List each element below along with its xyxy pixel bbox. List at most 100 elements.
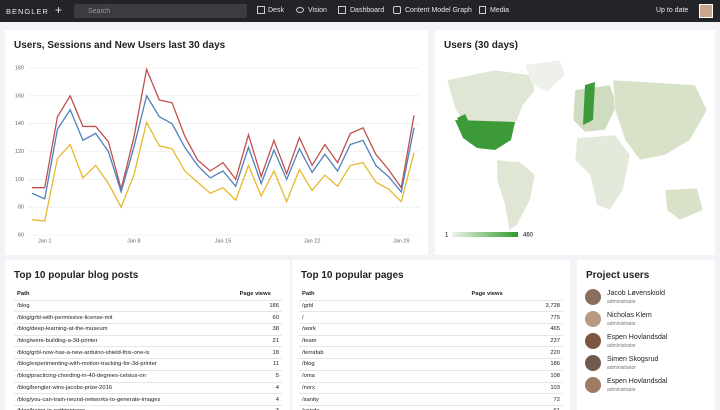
column-header: Path bbox=[14, 289, 229, 301]
views-cell: 72 bbox=[411, 393, 563, 406]
card-title: Project users bbox=[586, 270, 650, 281]
views-cell: 775 bbox=[411, 311, 563, 325]
views-cell: 3,728 bbox=[411, 300, 563, 313]
region bbox=[457, 114, 471, 130]
column-header: Path bbox=[299, 289, 412, 301]
path-cell: /blog/you-can-train-neural-networks-to-g… bbox=[14, 393, 229, 406]
user-avatar bbox=[585, 311, 601, 327]
australia bbox=[664, 187, 704, 221]
table-row: /blog/deep-learning-at-the-museum 38 bbox=[14, 323, 282, 336]
nav-icon bbox=[296, 7, 304, 13]
path-cell: /blog/grbl-now-has-a-new-arduino-shield-… bbox=[14, 346, 229, 360]
path-cell: /blog bbox=[299, 358, 412, 371]
path-cell: /sanity bbox=[299, 393, 412, 406]
table-row: /blog/you-can-train-neural-networks-to-g… bbox=[14, 393, 282, 406]
path-cell: /blog/experimenting-with-motion-tracking… bbox=[14, 358, 229, 371]
user-name: Nicholas Klem bbox=[607, 312, 652, 319]
table-row: /norx 103 bbox=[299, 382, 563, 395]
path-cell: /blog/were-building-a-3d-printer bbox=[14, 335, 229, 348]
table-row: /work 465 bbox=[299, 323, 563, 336]
views-cell: 4 bbox=[228, 382, 282, 395]
table-row: /oma 108 bbox=[299, 370, 563, 383]
user-role: administrator bbox=[607, 299, 636, 305]
nav-icon bbox=[479, 6, 486, 14]
nav-item[interactable]: Desk bbox=[268, 7, 284, 14]
path-cell: /blog/being-in-nothingness bbox=[14, 405, 229, 410]
card-title: Top 10 popular blog posts bbox=[14, 270, 139, 281]
blog-card: Top 10 popular blog posts Path Page views… bbox=[5, 260, 290, 410]
y-tick-label: 100 bbox=[15, 177, 24, 183]
x-tick-label: Jan 8 bbox=[127, 238, 140, 244]
views-cell: 220 bbox=[411, 346, 563, 360]
views-cell: 103 bbox=[411, 382, 563, 395]
chart-title: Users, Sessions and New Users last 30 da… bbox=[14, 40, 226, 51]
views-cell: 186 bbox=[411, 358, 563, 371]
map-card: Users (30 days) 1 460 bbox=[435, 30, 715, 255]
pages-table: Path Page views/grbl 3,728/775/work 465/tea… bbox=[299, 289, 563, 410]
views-cell: 3 bbox=[228, 405, 282, 410]
table-row: /blog/were-building-a-3d-printer 21 bbox=[14, 335, 282, 348]
line-series bbox=[31, 94, 415, 200]
path-cell: /norx bbox=[299, 382, 412, 395]
nav-icon bbox=[338, 6, 346, 14]
chart: 60 80 100 120 140 160 180 Jan 1 Jan 8 Jan 15 Jan 2… bbox=[15, 65, 420, 244]
views-cell: 60 bbox=[228, 311, 282, 325]
views-cell: 186 bbox=[228, 300, 282, 313]
user-role: administrator bbox=[607, 321, 636, 327]
map-title: Users (30 days) bbox=[444, 40, 518, 51]
nav-item[interactable]: Media bbox=[490, 7, 510, 14]
views-cell: 61 bbox=[411, 405, 563, 410]
table-row: /sanity 72 bbox=[299, 393, 563, 406]
nav-item[interactable]: Vision bbox=[308, 7, 327, 14]
x-tick-label: Jan 29 bbox=[393, 238, 410, 244]
user-name: Simen Skogsrud bbox=[607, 356, 659, 363]
status: Up to date bbox=[656, 7, 689, 14]
world-map: 1 460 bbox=[445, 59, 708, 239]
table-row: /blog 186 bbox=[14, 300, 282, 313]
nav-item[interactable]: Dashboard bbox=[350, 7, 385, 14]
y-tick-label: 80 bbox=[18, 205, 24, 211]
table-row: /blog/being-in-nothingness3 bbox=[14, 405, 282, 410]
x-tick-label: Jan 22 bbox=[304, 238, 321, 244]
pages-card: Top 10 popular pages Path Page views/grbl… bbox=[292, 260, 570, 410]
user-name: Espen Hovlandsdal bbox=[607, 378, 668, 385]
path-cell: /blog/grbl-with-permissive-license-mit bbox=[14, 311, 229, 325]
path-cell: / bbox=[299, 311, 412, 325]
views-cell: 18 bbox=[228, 346, 282, 360]
table-row: /terrafab 220 bbox=[299, 346, 563, 360]
path-cell: /blog/deep-learning-at-the-museum bbox=[14, 323, 229, 336]
user-role: administrator bbox=[607, 387, 636, 393]
views-cell: 465 bbox=[411, 323, 563, 336]
y-tick-label: 180 bbox=[15, 65, 24, 71]
user-avatar bbox=[585, 377, 601, 393]
header-row: Path Page views bbox=[14, 289, 282, 301]
path-cell: /grbl bbox=[299, 300, 412, 313]
user-avatar bbox=[585, 333, 601, 349]
brand[interactable]: BENGLER bbox=[6, 7, 49, 16]
path-cell: /blog/practicing-chording-in-40-degrees-… bbox=[14, 370, 229, 383]
search-box[interactable]: Search bbox=[74, 4, 247, 18]
line-series bbox=[31, 120, 415, 222]
table-row: /team 237 bbox=[299, 335, 563, 348]
user-name: Jacob Løvenskiold bbox=[607, 290, 665, 297]
path-cell: /yanda bbox=[299, 405, 412, 410]
line-series bbox=[32, 67, 415, 190]
path-cell: /work bbox=[299, 323, 412, 336]
search-placeholder: Search bbox=[88, 7, 111, 15]
avatar[interactable] bbox=[699, 4, 713, 18]
users-card: Project users Jacob Løvenskiold administr… bbox=[577, 260, 715, 410]
nav-item[interactable]: Content Model Graph bbox=[405, 7, 472, 14]
table-row: /blog/experimenting-with-motion-tracking… bbox=[14, 358, 282, 371]
x-tick-label: Jan 1 bbox=[38, 238, 51, 244]
user-role: administrator bbox=[607, 343, 636, 349]
table-row: /blog/bengler-wins-jacobs-prize-2016 4 bbox=[14, 382, 282, 395]
views-cell: 4 bbox=[228, 393, 282, 406]
y-tick-label: 120 bbox=[15, 149, 24, 155]
nav-icon bbox=[257, 6, 265, 14]
europe bbox=[572, 84, 618, 133]
user-avatar bbox=[585, 289, 601, 305]
add-button[interactable]: + bbox=[55, 3, 63, 17]
table-row: /blog/grbl-now-has-a-new-arduino-shield-… bbox=[14, 346, 282, 360]
views-cell: 38 bbox=[228, 323, 282, 336]
